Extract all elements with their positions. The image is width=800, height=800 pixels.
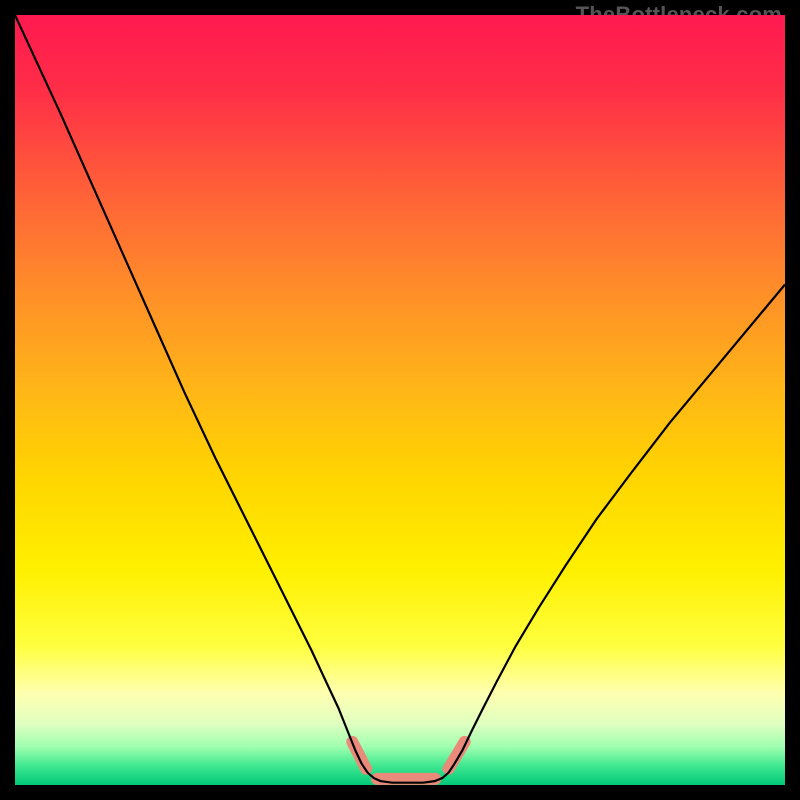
heatmap-background <box>15 15 785 785</box>
bottleneck-chart <box>15 15 785 785</box>
frame: TheBottleneck.com <box>0 0 800 800</box>
chart-area <box>15 15 785 785</box>
